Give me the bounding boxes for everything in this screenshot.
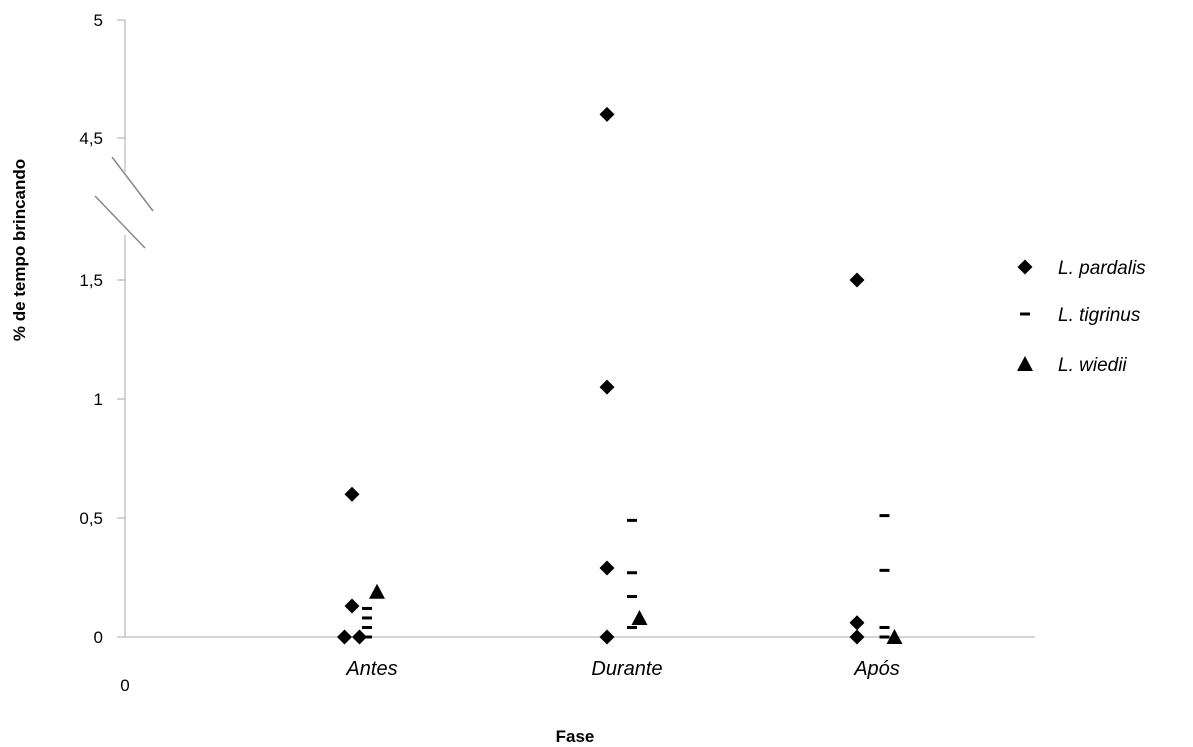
data-point-dash (879, 625, 890, 629)
legend-label: L. pardalis (1058, 258, 1146, 279)
data-point-dash (627, 595, 637, 599)
data-point-diamond (337, 629, 352, 645)
data-point-dash (627, 625, 637, 629)
y-tick-label: 5 (94, 11, 103, 30)
data-point-dash (362, 635, 372, 639)
data-point-dash (362, 625, 372, 629)
x-category-label: Durante (591, 658, 662, 680)
data-point-dash (879, 514, 890, 518)
data-point-diamond (352, 629, 367, 645)
data-point-dash (362, 606, 372, 610)
data-point-diamond (849, 272, 865, 288)
data-point-triangle (369, 583, 385, 599)
axis-break-mark (111, 156, 154, 212)
data-point-diamond (599, 560, 615, 576)
data-point-diamond (849, 629, 865, 645)
x-category-label: Após (853, 658, 900, 680)
legend-label: L. wiedii (1058, 355, 1127, 376)
x-axis-categories: Antes Durante Após (345, 658, 899, 680)
y-tick-label: 0,5 (79, 509, 103, 528)
axis-break-mark (94, 195, 146, 249)
y-tick-label: 1 (94, 390, 103, 409)
data-point-diamond (599, 106, 615, 122)
data-point-dash (879, 568, 890, 572)
data-point-diamond (849, 615, 865, 631)
legend: L. pardalis L. tigrinus L. wiedii (1017, 258, 1146, 376)
data-point-dash (627, 518, 637, 522)
data-point-dash (879, 635, 890, 639)
y-tick-label: 0 (94, 628, 103, 647)
data-point-triangle (886, 629, 903, 644)
legend-label: L. tigrinus (1058, 305, 1141, 326)
data-point-dash (362, 616, 372, 620)
axes (94, 20, 1035, 638)
legend-marker-dash (1020, 312, 1030, 316)
data-point-diamond (599, 379, 615, 395)
y-tick-label: 4,5 (79, 129, 103, 148)
y-tick-label: 1,5 (79, 271, 103, 290)
y-axis-title: % de tempo brincando (10, 159, 29, 341)
data-point-dash (627, 571, 637, 575)
data-point-diamond (344, 598, 360, 614)
y-axis-ticks: 0 0,5 1 1,5 4,5 5 (79, 11, 125, 647)
x-category-label: Antes (345, 658, 397, 680)
data-point-triangle (631, 609, 648, 625)
legend-marker-triangle (1017, 356, 1033, 371)
x-axis-title: Fase (556, 727, 595, 746)
legend-marker-diamond (1017, 259, 1033, 275)
data-point-diamond (599, 629, 615, 645)
data-point-diamond (344, 486, 360, 502)
data-points (337, 106, 903, 645)
x-origin-label: 0 (120, 676, 129, 695)
